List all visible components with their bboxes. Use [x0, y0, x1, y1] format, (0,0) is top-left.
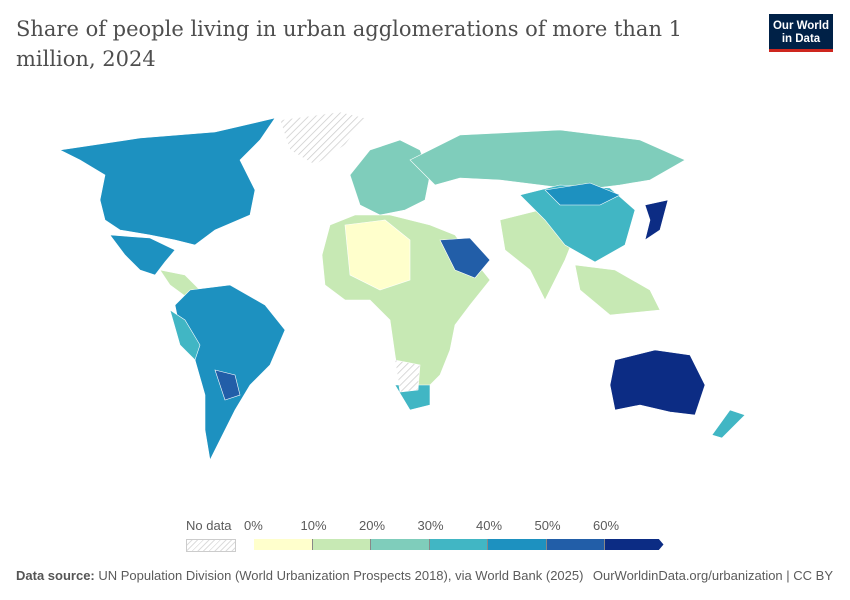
no-data-swatch [186, 539, 236, 552]
country-region[interactable] [344, 219, 411, 291]
legend-tick-label: 0% [244, 518, 263, 533]
legend-bin[interactable] [546, 539, 605, 550]
world-map[interactable] [0, 100, 850, 510]
legend-tick-label: 50% [534, 518, 561, 533]
country-region[interactable] [59, 117, 276, 246]
legend-bin[interactable] [371, 539, 430, 550]
country-region[interactable] [711, 409, 746, 439]
legend-bin[interactable] [312, 539, 371, 550]
country-region[interactable] [349, 139, 431, 216]
country-region[interactable] [174, 284, 286, 461]
country-region[interactable] [439, 237, 491, 279]
data-source: Data source: UN Population Division (Wor… [16, 568, 583, 583]
source-text: UN Population Division (World Urbanizati… [98, 568, 584, 583]
legend-tick-label: 10% [300, 518, 327, 533]
no-data-label: No data [186, 518, 232, 533]
country-region[interactable] [644, 199, 669, 241]
legend-tick-label: 60% [593, 518, 620, 533]
country-region[interactable] [169, 309, 201, 361]
legend-bin[interactable] [429, 539, 488, 550]
country-region[interactable] [574, 264, 661, 316]
logo-line2: in Data [781, 33, 821, 45]
legend-tick-label: 20% [359, 518, 386, 533]
country-region[interactable] [394, 359, 421, 393]
owid-link[interactable]: OurWorldinData.org/urbanization | CC BY [592, 568, 833, 583]
country-region[interactable] [544, 182, 621, 206]
legend-bin[interactable] [488, 539, 547, 550]
country-region[interactable] [409, 129, 686, 191]
chart-title: Share of people living in urban agglomer… [16, 17, 683, 71]
owid-logo[interactable]: Our World in Data [769, 14, 833, 52]
country-region[interactable] [279, 111, 366, 166]
country-region[interactable] [109, 234, 176, 276]
country-region[interactable] [609, 349, 706, 416]
legend-tick-label: 30% [417, 518, 444, 533]
source-label: Data source: [16, 568, 95, 583]
country-region[interactable] [214, 369, 241, 401]
logo-line1: Our World [772, 20, 829, 32]
legend-bin[interactable] [605, 539, 664, 550]
map-legend: No data 0% 10% 20% 30% 40% 50% 60% [180, 514, 670, 554]
legend-tick-label: 40% [476, 518, 503, 533]
legend-bin[interactable] [254, 539, 313, 550]
